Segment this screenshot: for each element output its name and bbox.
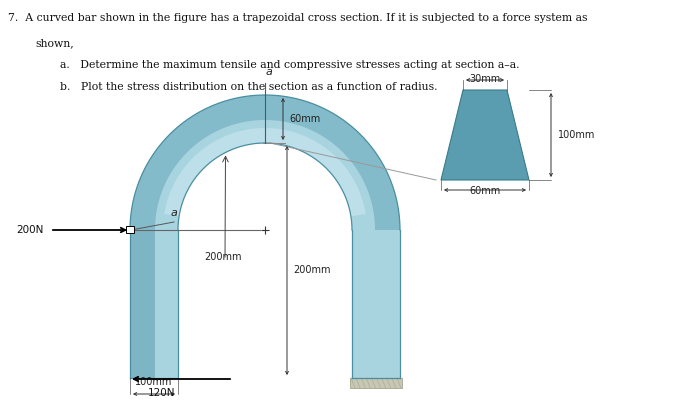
- Text: 120N: 120N: [148, 388, 176, 398]
- Text: $a$: $a$: [265, 67, 273, 77]
- Polygon shape: [130, 95, 400, 230]
- Text: 60mm: 60mm: [289, 114, 320, 124]
- Text: 200N: 200N: [17, 225, 44, 235]
- Text: 60mm: 60mm: [469, 186, 500, 196]
- Text: a.   Determine the maximum tensile and compressive stresses acting at section a–: a. Determine the maximum tensile and com…: [60, 60, 520, 70]
- Text: 100mm: 100mm: [135, 377, 173, 387]
- Text: 200mm: 200mm: [293, 266, 330, 276]
- Polygon shape: [130, 230, 155, 378]
- Text: b.   Plot the stress distribution on the section as a function of radius.: b. Plot the stress distribution on the s…: [60, 82, 437, 92]
- Polygon shape: [350, 378, 402, 388]
- Text: 30mm: 30mm: [469, 74, 500, 84]
- Text: 200mm: 200mm: [204, 252, 242, 262]
- Bar: [126, 226, 133, 233]
- Polygon shape: [130, 95, 400, 378]
- Polygon shape: [441, 90, 529, 180]
- Text: 7.  A curved bar shown in the figure has a trapezoidal cross section. If it is s: 7. A curved bar shown in the figure has …: [8, 13, 588, 23]
- Polygon shape: [164, 128, 366, 216]
- Text: shown,: shown,: [35, 38, 74, 48]
- Text: 100mm: 100mm: [558, 130, 595, 140]
- Text: $a$: $a$: [170, 208, 178, 218]
